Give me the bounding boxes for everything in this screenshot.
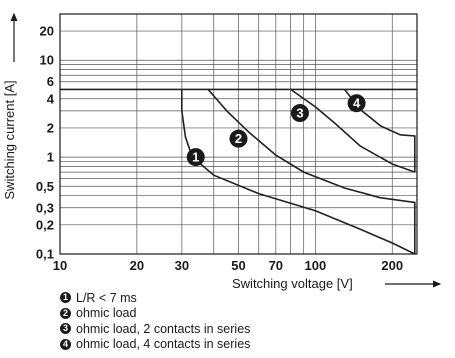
curve-badge-1: 1 [187, 148, 205, 166]
legend-item-2: 2 ohmic load [60, 306, 250, 322]
legend-item-4: 4 ohmic load, 4 contacts in series [60, 337, 250, 353]
y-tick-label: 0,5 [36, 179, 54, 194]
legend-badge-3: 3 [60, 323, 71, 334]
curve-badge-label-3: 3 [296, 106, 303, 121]
legend-item-1: 1 L/R < 7 ms [60, 290, 250, 306]
x-axis-label: Switching voltage [V] [232, 276, 353, 291]
curve-badge-label-1: 1 [192, 150, 199, 165]
legend-label-3: ohmic load, 2 contacts in series [76, 322, 250, 336]
legend-label-1: L/R < 7 ms [76, 291, 137, 305]
y-tick-labels: 20 10 6 4 2 1 0,5 0,3 0,2 0,1 [36, 24, 55, 262]
y-tick-label: 6 [47, 74, 54, 89]
x-tick-label: 10 [53, 258, 67, 273]
curve-badge-label-4: 4 [353, 96, 361, 111]
legend-badge-4: 4 [60, 339, 71, 350]
curve-badge-4: 4 [348, 94, 366, 112]
curve-badge-3: 3 [291, 104, 309, 122]
x-tick-labels: 10 20 30 50 70 100 200 [53, 258, 403, 273]
y-tick-label: 4 [47, 91, 55, 106]
y-tick-label: 0,3 [36, 200, 54, 215]
x-tick-label: 100 [305, 258, 327, 273]
legend-badge-2: 2 [60, 308, 71, 319]
y-tick-label: 10 [40, 53, 54, 68]
legend-badge-1: 1 [60, 292, 71, 303]
legend-label-2: ohmic load [76, 306, 136, 320]
x-tick-label: 70 [269, 258, 283, 273]
curve-badge-2: 2 [230, 130, 248, 148]
legend-label-4: ohmic load, 4 contacts in series [76, 337, 250, 351]
legend: 1 L/R < 7 ms 2 ohmic load 3 ohmic load, … [60, 290, 250, 352]
legend-item-3: 3 ohmic load, 2 contacts in series [60, 321, 250, 337]
x-tick-label: 30 [175, 258, 189, 273]
x-tick-label: 20 [130, 258, 144, 273]
y-tick-label: 0,1 [36, 247, 54, 262]
curve-2 [208, 89, 415, 254]
curve-badge-label-2: 2 [235, 131, 242, 146]
y-tick-label: 20 [40, 24, 54, 39]
y-tick-label: 0,2 [36, 217, 54, 232]
y-tick-label: 1 [47, 150, 54, 165]
x-tick-label: 200 [381, 258, 403, 273]
y-axis-label: Switching current [A] [2, 80, 17, 199]
y-tick-label: 2 [47, 120, 54, 135]
x-tick-label: 50 [231, 258, 245, 273]
